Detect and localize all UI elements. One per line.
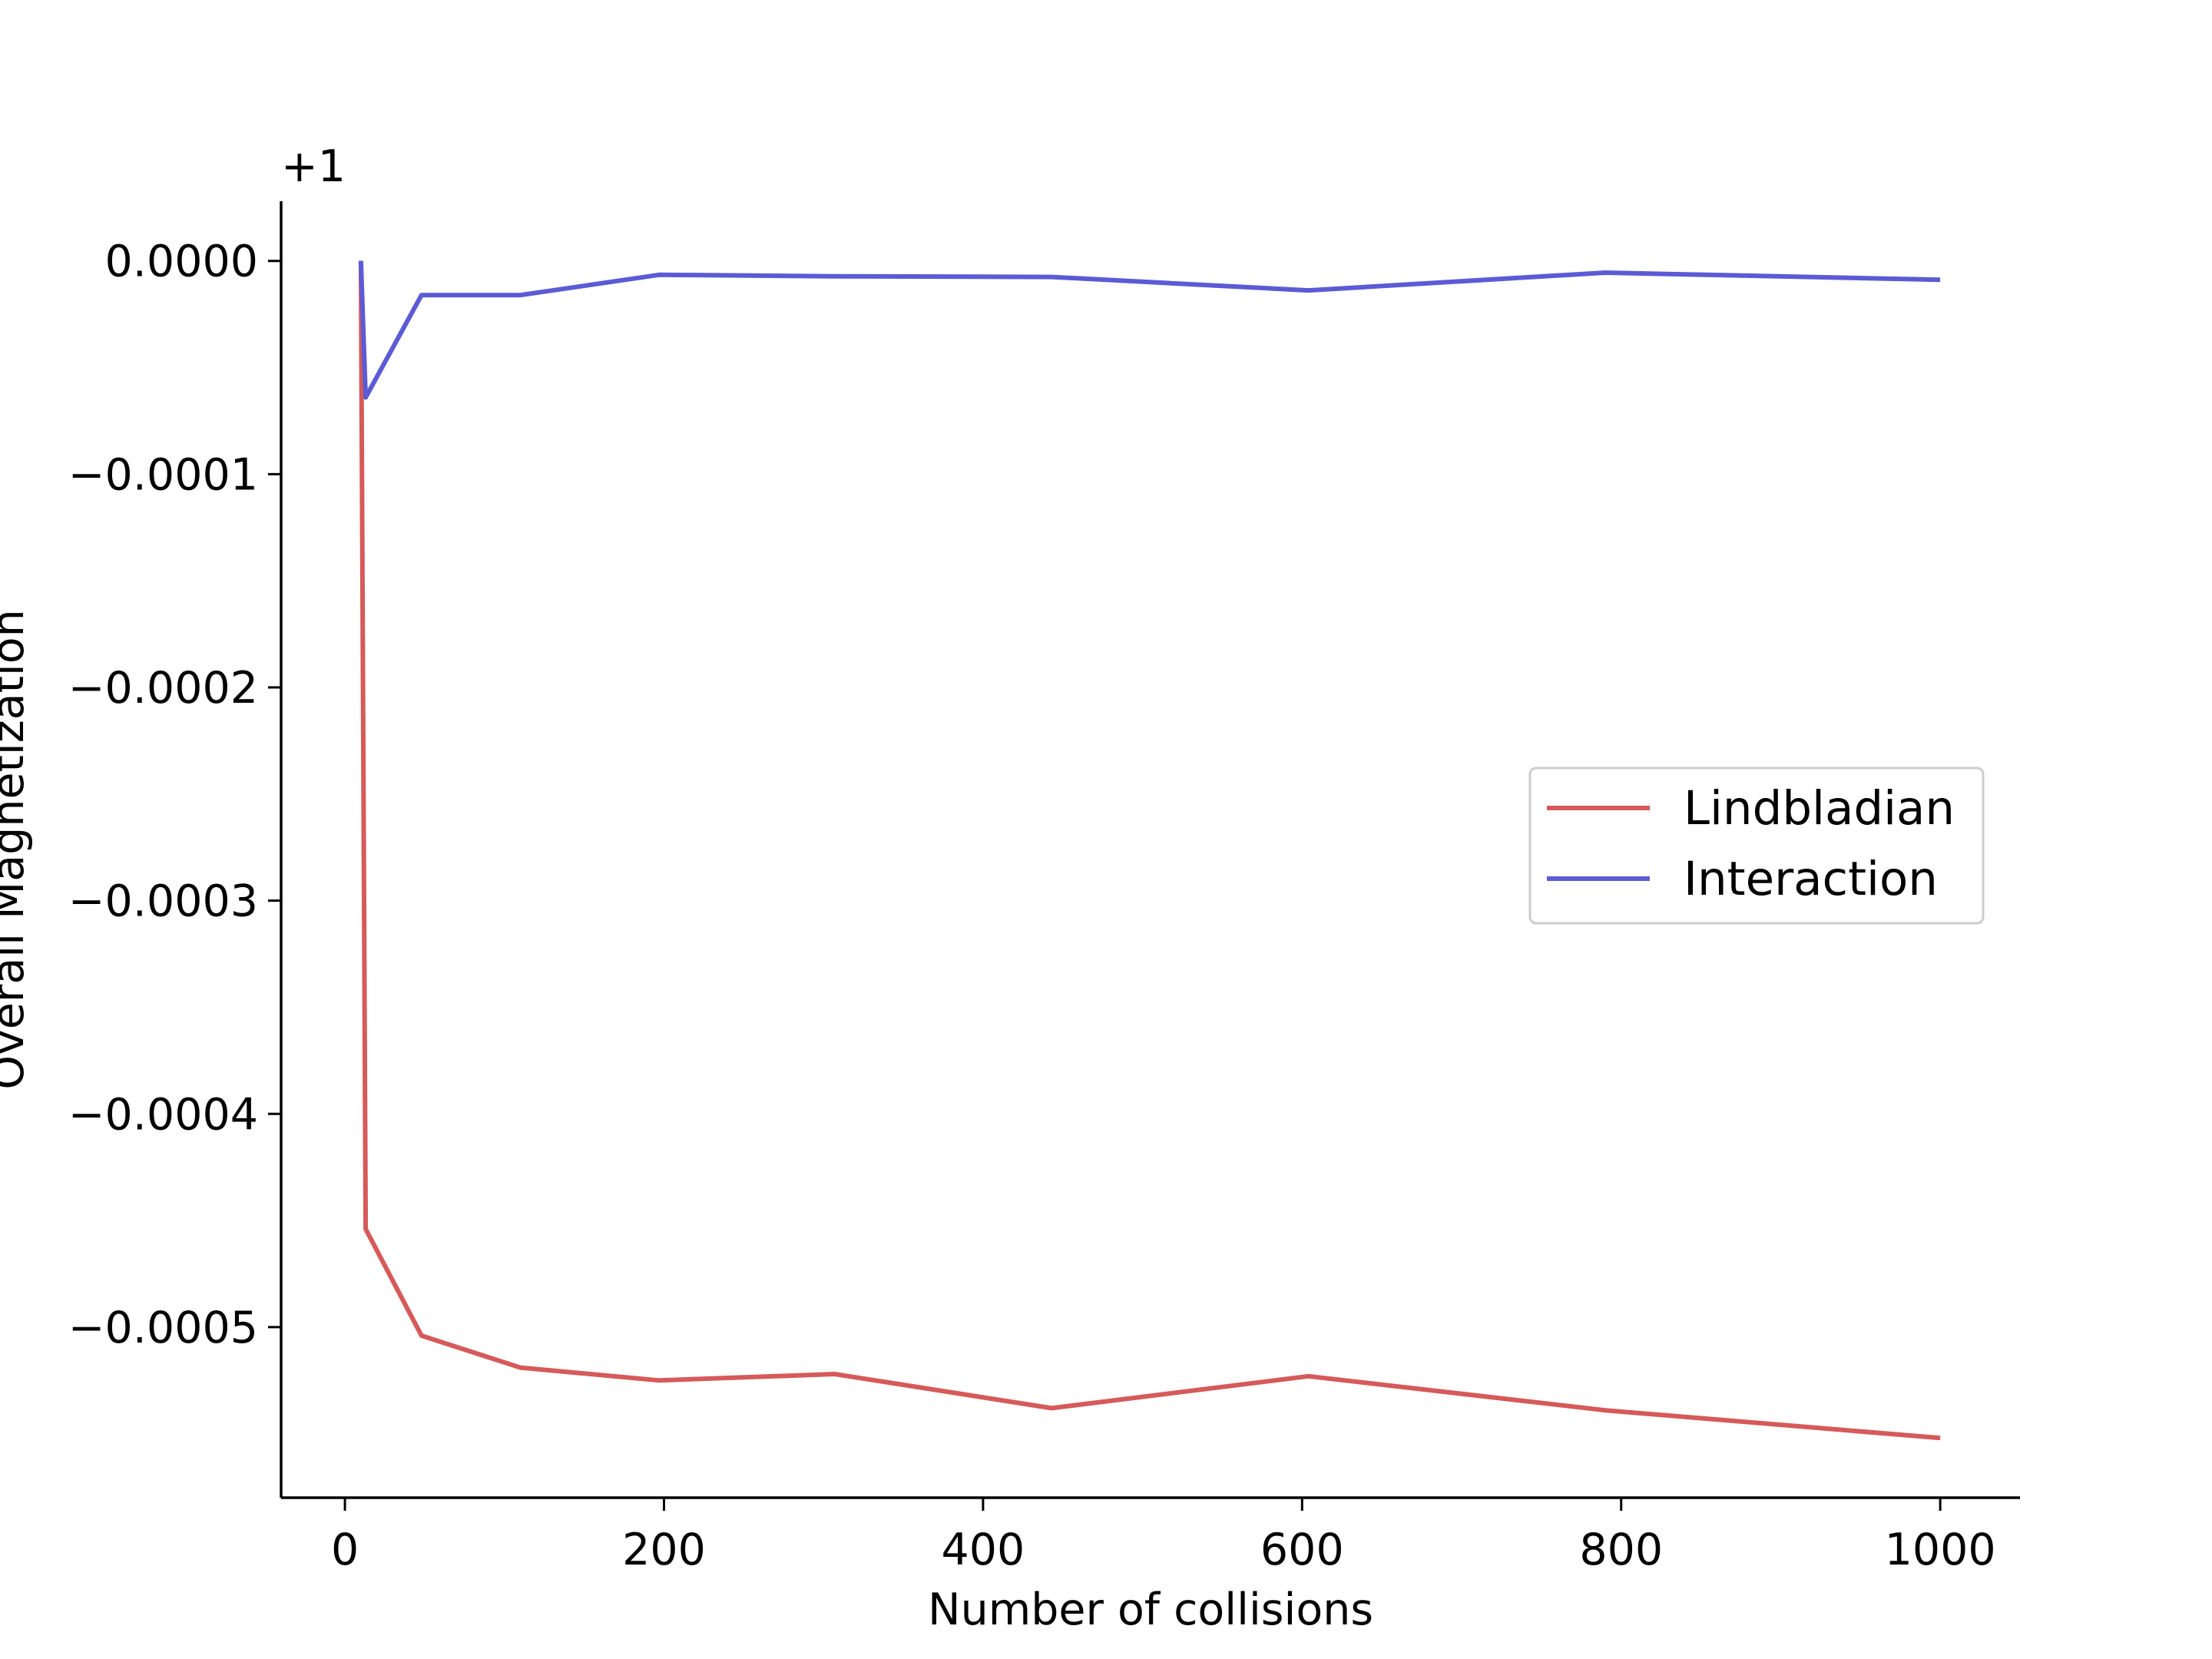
x-axis-label: Number of collisions <box>928 1584 1373 1635</box>
y-tick-label: −0.0001 <box>68 449 258 500</box>
axes-layer <box>280 201 2020 1499</box>
y-tick-label: −0.0004 <box>68 1089 258 1140</box>
x-tick-label: 600 <box>1260 1525 1344 1575</box>
legend-label: Lindbladian <box>1684 781 1955 836</box>
series-layer <box>358 260 1941 1441</box>
x-tick-label: 800 <box>1579 1525 1663 1575</box>
y-tick-label: −0.0005 <box>68 1303 258 1353</box>
y-ticks: 0.0000 −0.0001 −0.0002 −0.0003 −0.0004 −0.000… <box>68 237 281 1353</box>
y-axis-label: Overall Magnetization <box>0 609 34 1090</box>
series-line-lindbladian <box>358 260 1941 1441</box>
x-tick-label: 1000 <box>1885 1525 1996 1575</box>
y-tick-label: −0.0003 <box>68 876 258 927</box>
legend: Lindbladian Interaction <box>1528 767 1985 925</box>
series-line-interaction <box>358 260 1941 400</box>
y-offset-label: +1 <box>281 141 346 192</box>
x-tick-label: 400 <box>942 1525 1025 1575</box>
x-ticks: 0 200 400 600 800 1000 <box>331 1498 1996 1575</box>
x-tick-label: 0 <box>331 1525 359 1575</box>
y-tick-label: 0.0000 <box>105 237 258 287</box>
x-tick-label: 200 <box>622 1525 706 1575</box>
legend-label: Interaction <box>1684 852 1938 906</box>
y-tick-label: −0.0002 <box>68 663 258 714</box>
